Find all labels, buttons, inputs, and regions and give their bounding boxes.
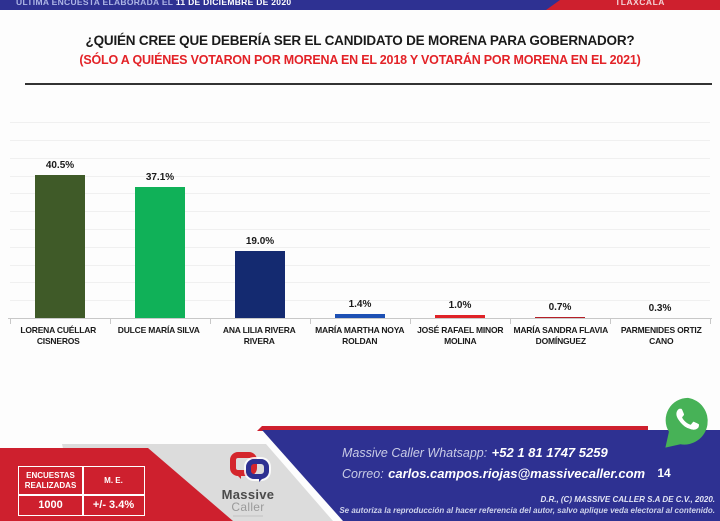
gridline — [10, 140, 710, 141]
gridline — [10, 122, 710, 124]
axis-tick — [710, 319, 711, 324]
bar-slot: 0.3% — [610, 112, 710, 319]
copyright-line: D.R., (C) MASSIVE CALLER S.A DE C.V., 20… — [540, 495, 715, 504]
survey-date-prefix: ÚLTIMA ENCUESTA ELABORADA EL — [16, 0, 174, 7]
page-number: 14 — [657, 466, 671, 480]
email-label: Correo: — [342, 467, 384, 481]
email-line: Correo: carlos.campos.riojas@massivecall… — [342, 465, 682, 483]
bar — [135, 186, 185, 319]
whatsapp-label: Massive Caller Whatsapp: — [342, 446, 488, 460]
bar — [535, 316, 585, 319]
gridline — [10, 300, 710, 302]
axis-tick — [10, 319, 11, 324]
gridline — [10, 229, 710, 230]
category-label: JOSÉ RAFAEL MINOR MOLINA — [417, 325, 504, 347]
axis-tick — [410, 319, 411, 324]
disclaimer-line: Se autoriza la reproducción al hacer ref… — [339, 506, 715, 515]
category-axis-labels: LORENA CUÉLLAR CISNEROS DULCE MARÍA SILVA… — [8, 325, 712, 348]
speech-bubble-red-icon — [230, 452, 257, 479]
email-address: carlos.campos.riojas@massivecaller.com — [388, 466, 646, 481]
logo-tagline-placeholder — [233, 515, 263, 517]
bar — [335, 314, 385, 319]
gridline — [10, 282, 710, 284]
axis-tick — [110, 319, 111, 324]
survey-date: 11 DE DICIEMBRE DE 2020 — [175, 0, 292, 7]
stats-header-me: M. E. — [83, 467, 144, 494]
category-label: DULCE MARÍA SILVA — [117, 325, 200, 335]
bar-value-label: 19.0% — [245, 236, 275, 248]
top-banner: ÚLTIMA ENCUESTA ELABORADA EL 11 DE DICIE… — [0, 0, 720, 10]
bar-value-label: 1.0% — [448, 300, 472, 312]
page-title: ¿QUIÉN CREE QUE DEBERÍA SER EL CANDIDATO… — [85, 33, 635, 48]
gridline — [10, 211, 710, 213]
bar-chart: 40.5% 37.1% 19.0% 1.4% 1.0% 0.7% 0.3% — [8, 112, 712, 324]
bar-slot: 40.5% — [10, 112, 110, 319]
survey-stats-table: ENCUESTAS REALIZADAS M. E. 1000 +/- 3.4% — [18, 466, 145, 516]
stats-value-sample: 1000 — [19, 495, 82, 515]
stats-header-encuestas: ENCUESTAS REALIZADAS — [19, 467, 82, 494]
bar-value-label: 1.4% — [348, 299, 372, 311]
x-axis-line — [8, 318, 712, 319]
bar-slot: 0.7% — [510, 112, 610, 319]
massive-caller-logo-icon — [225, 452, 273, 488]
top-banner-blue-band — [0, 0, 566, 10]
logo-text-caller: Caller — [231, 500, 265, 514]
title-divider — [25, 83, 712, 85]
bar — [235, 251, 285, 319]
page-subtitle: (SÓLO A QUIÉNES VOTARON POR MORENA EN EL… — [79, 53, 641, 67]
whatsapp-number: +52 1 81 1747 5259 — [491, 445, 608, 460]
state-label: TLAXCALA — [615, 0, 665, 7]
bar-slot: 37.1% — [110, 112, 210, 319]
bar-slot: 1.0% — [410, 112, 510, 319]
bar-value-label: 0.7% — [548, 301, 572, 313]
survey-date-text: ÚLTIMA ENCUESTA ELABORADA EL 11 DE DICIE… — [16, 0, 291, 7]
contact-block: Massive Caller Whatsapp: +52 1 81 1747 5… — [342, 444, 682, 483]
axis-tick — [210, 319, 211, 324]
axis-tick — [610, 319, 611, 324]
category-label: MARÍA SANDRA FLAVIA DOMÍNGUEZ — [513, 325, 609, 347]
stats-value-margin: +/- 3.4% — [83, 495, 144, 515]
gridline — [10, 246, 710, 248]
bar — [435, 315, 485, 319]
logo-text-massive: Massive — [221, 487, 275, 502]
bar-slot: 1.4% — [310, 112, 410, 319]
speech-bubble-blue-icon — [246, 459, 269, 482]
axis-tick — [510, 319, 511, 324]
category-label: PARMENIDES ORTIZ CANO — [620, 325, 702, 347]
category-label: LORENA CUÉLLAR CISNEROS — [20, 325, 97, 347]
category-label: ANA LILIA RIVERA RIVERA — [222, 325, 296, 347]
whatsapp-line: Massive Caller Whatsapp: +52 1 81 1747 5… — [342, 444, 682, 462]
bar-value-label: 40.5% — [45, 159, 75, 171]
top-banner-red-band — [546, 0, 720, 10]
gridline — [10, 175, 710, 177]
gridline — [10, 193, 710, 195]
gridline — [10, 264, 710, 266]
bar-value-label: 0.3% — [648, 302, 672, 314]
bar-value-label: 37.1% — [145, 171, 175, 183]
category-label: MARÍA MARTHA NOYA ROLDAN — [315, 325, 405, 347]
bar-slot: 19.0% — [210, 112, 310, 319]
axis-tick — [310, 319, 311, 324]
whatsapp-icon — [661, 395, 715, 453]
bar — [35, 174, 85, 319]
gridline — [10, 157, 710, 159]
